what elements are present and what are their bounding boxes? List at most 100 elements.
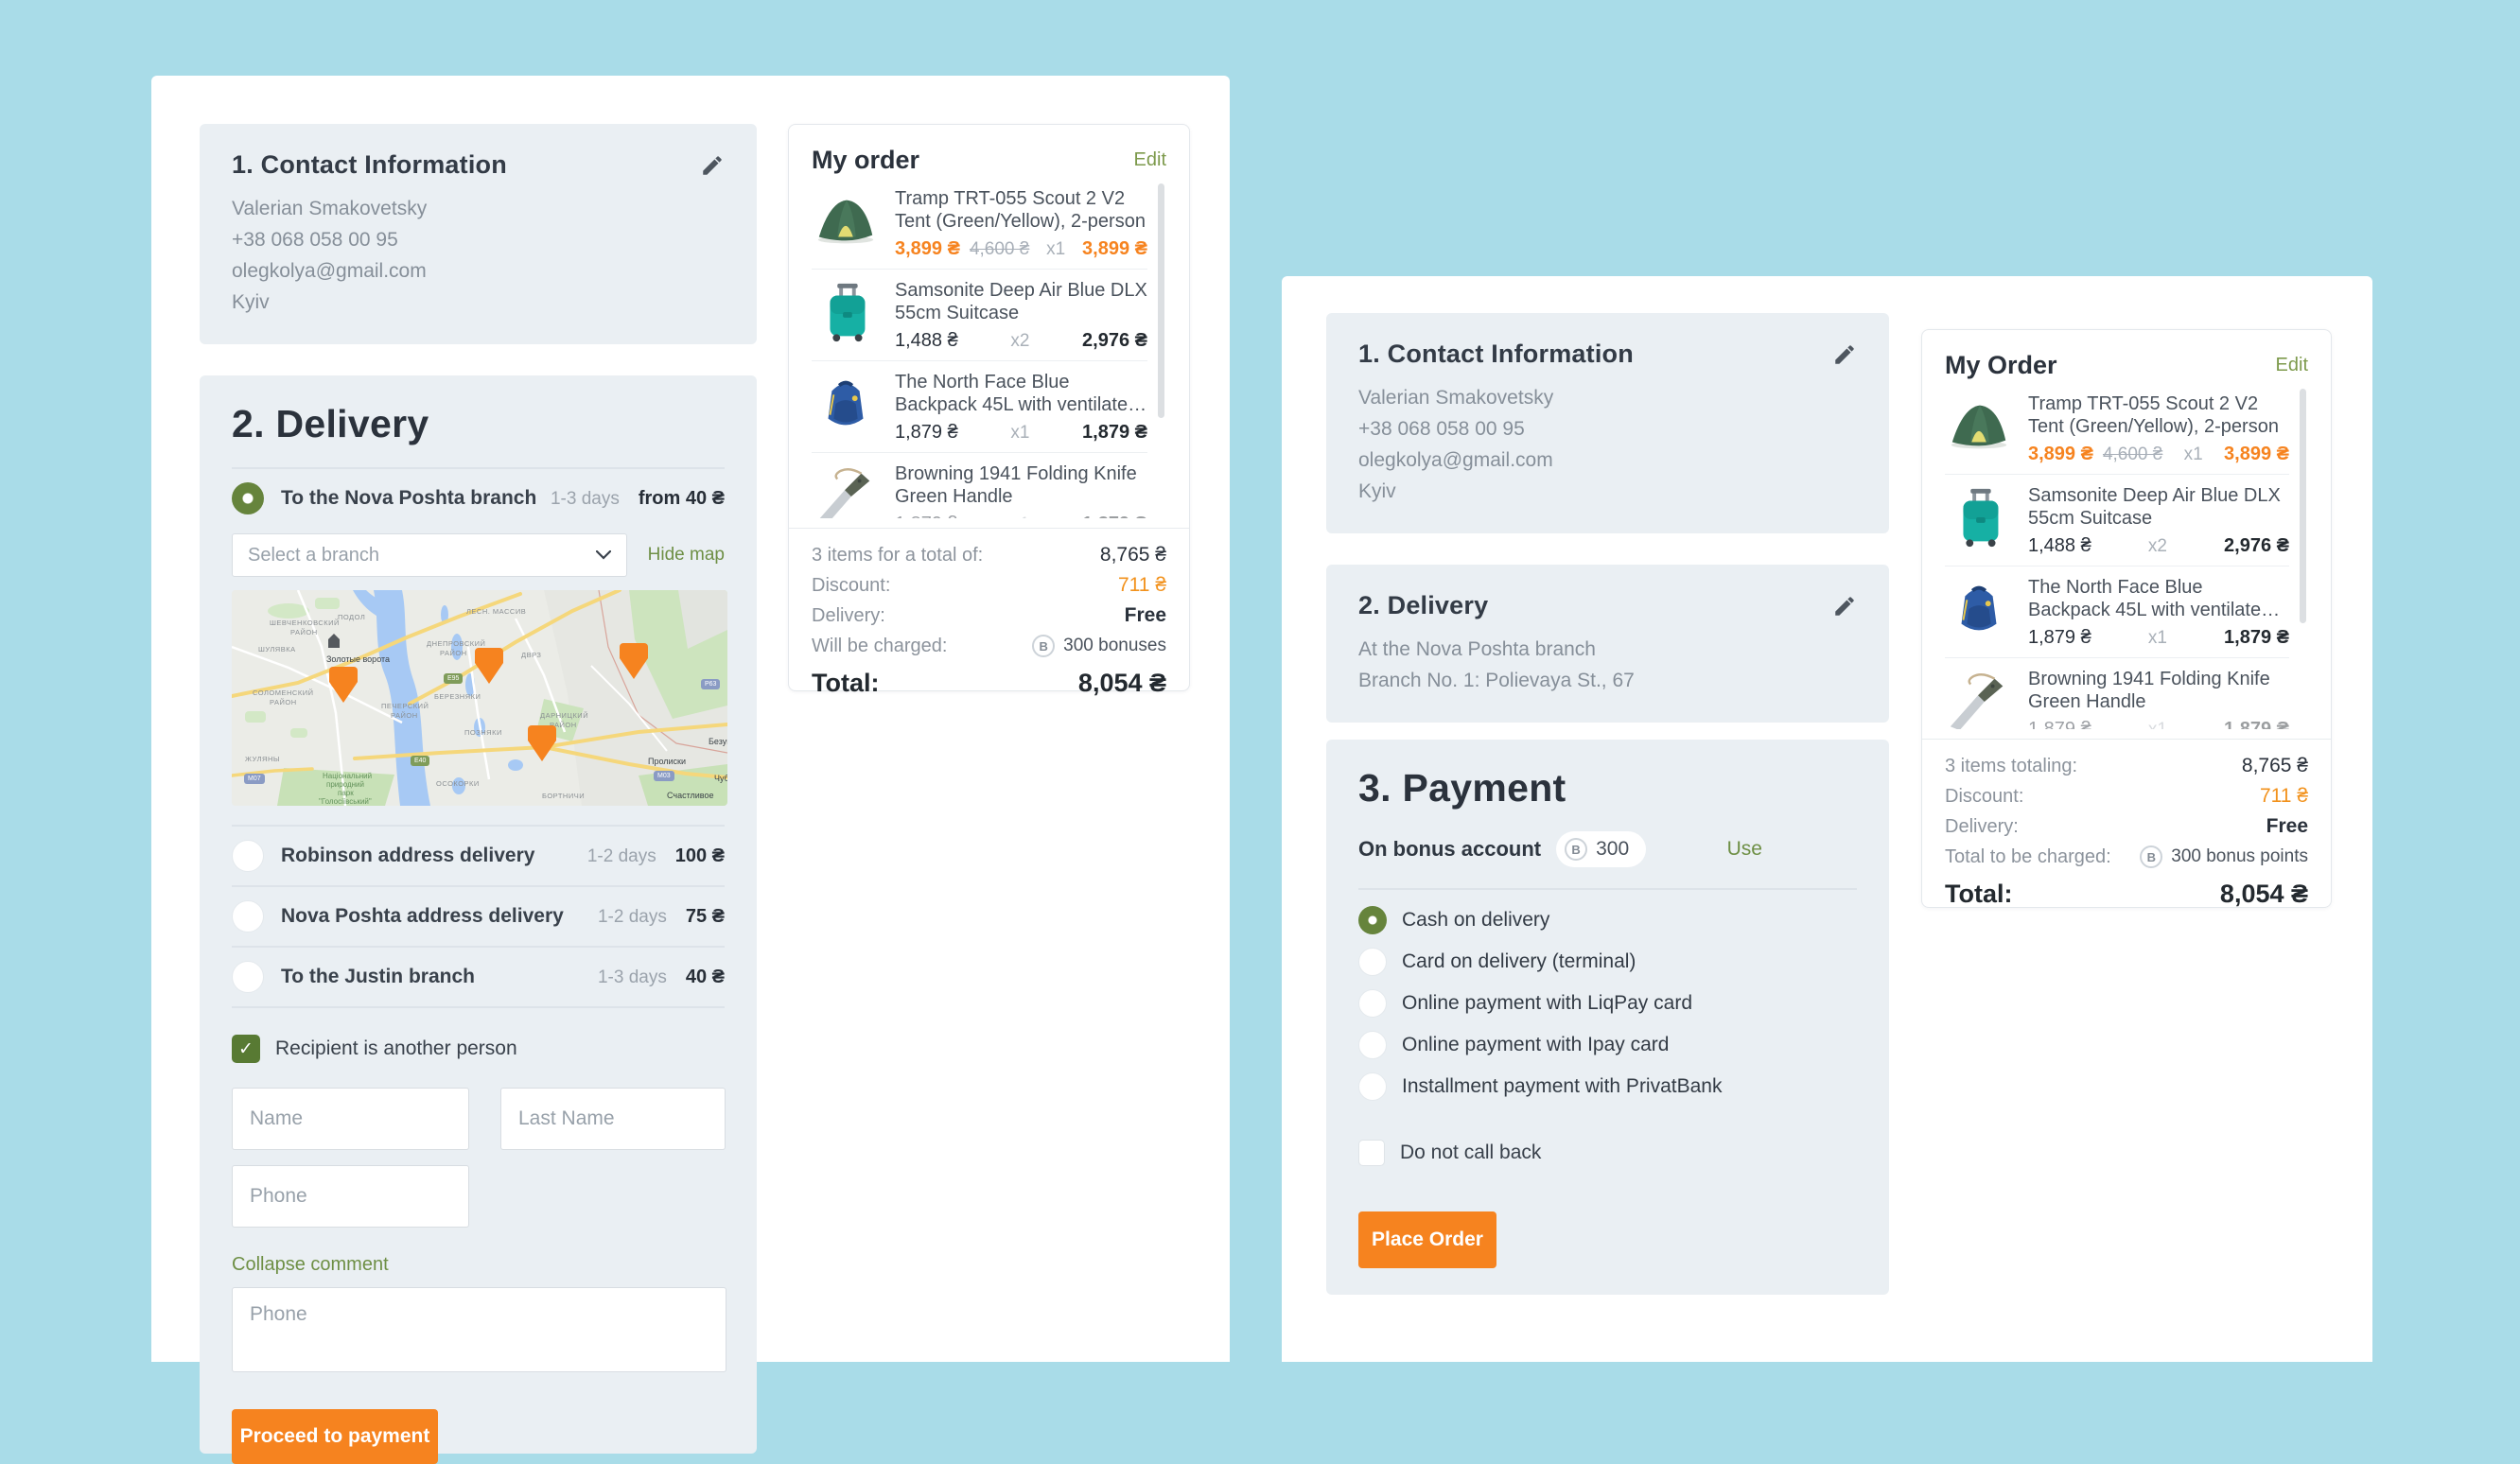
radio-selected-icon[interactable] [1358,906,1387,934]
map-label: ДНЕПРОВСКИЙ [427,639,486,648]
delivery-price: from 40 ₴ [638,487,725,509]
scrollbar[interactable] [1158,183,1164,418]
map-pin-icon[interactable] [620,643,648,679]
map-pin-icon[interactable] [528,725,556,761]
edit-pencil-icon[interactable] [700,153,725,178]
checkout-page: 1. Contact Information Valerian Smakovet… [151,76,2372,1464]
order-item-title[interactable]: Browning 1941 Folding Knife Green Handle [895,463,1137,507]
radio-icon[interactable] [232,961,264,993]
item-price: 1,488 ₴ [895,330,958,351]
map-label: БОРТНИЧИ [542,792,586,800]
map-graphics [232,590,727,806]
proceed-to-payment-button[interactable]: Proceed to payment [232,1409,438,1464]
radio-selected-icon[interactable] [232,482,264,514]
scrollbar[interactable] [2300,389,2306,623]
order-item-title[interactable]: The North Face Blue Backpack 45L with ve… [895,372,1139,415]
no-callback-checkbox-row[interactable]: Do not call back [1358,1140,1857,1166]
item-line-total: 1,879 ₴ [2224,627,2289,648]
hide-map-link[interactable]: Hide map [647,545,725,565]
total-value: 8,054 ₴ [2219,880,2308,908]
comment-textarea[interactable] [232,1287,726,1372]
delivery-days: 1-2 days [597,906,667,927]
checkbox-checked-icon[interactable]: ✓ [232,1035,260,1063]
recipient-last-name-input[interactable] [500,1088,726,1150]
contact-information-section-right: 1. Contact Information Valerian Smakovet… [1326,313,1889,533]
summary-label: Delivery: [812,604,885,626]
bonus-badge-icon: B [1032,635,1056,657]
delivery-option-label: To the Justin branch [281,966,475,987]
checkbox-unchecked-icon[interactable] [1358,1140,1385,1166]
delivery-option-label: Nova Poshta address delivery [281,905,564,927]
order-item-title[interactable]: The North Face Blue Backpack 45L with ve… [2028,577,2272,620]
recipient-phone-input[interactable] [232,1165,469,1228]
product-thumbnail-knife [1945,668,2013,729]
recipient-checkbox-row[interactable]: ✓ Recipient is another person [232,1035,725,1063]
product-thumbnail-knife [812,462,880,518]
payment-option-privatbank-installment[interactable]: Installment payment with PrivatBank [1358,1066,1857,1107]
delivery-value: Free [2266,815,2308,837]
chevron-down-icon [596,550,611,560]
payment-option-liqpay[interactable]: Online payment with LiqPay card [1358,983,1857,1024]
bonus-value: B 300 bonuses [1032,635,1166,657]
delivery-branch-address: Branch No. 1: Polievaya St., 67 [1358,670,1635,691]
edit-order-link[interactable]: Edit [2275,354,2308,375]
order-item-suitcase: Samsonite Deep Air Blue DLX 55cm Suitcas… [1945,475,2289,566]
payment-option-label: Online payment with LiqPay card [1402,992,1692,1014]
contact-details: Valerian Smakovetsky +38 068 058 00 95 o… [1358,382,1857,507]
map-label: ОСОКОРКИ [436,779,480,788]
map-label: Чуби [714,774,727,783]
map-label: РАЙОН [290,628,318,636]
radio-icon[interactable] [232,840,264,872]
checkout-form-column: 1. Contact Information Valerian Smakovet… [200,124,757,1464]
no-callback-label: Do not call back [1400,1142,1542,1163]
divider [232,467,725,469]
order-card-title: My Order [1945,350,2057,379]
delivery-option-robinson[interactable]: Robinson address delivery 1-2 days 100 ₴ [232,827,725,887]
bonus-amount-pill: B 300 [1556,831,1647,867]
edit-pencil-icon[interactable] [1832,342,1857,367]
delivery-option-label: Robinson address delivery [281,845,535,866]
map-pin-icon[interactable] [475,648,503,684]
delivery-option-nova-poshta-branch[interactable]: To the Nova Poshta branch 1-3 days from … [232,469,725,528]
collapse-comment-link[interactable]: Collapse comment [232,1254,389,1275]
payment-option-ipay[interactable]: Online payment with Ipay card [1358,1024,1857,1066]
product-thumbnail-suitcase [1945,484,2013,552]
payment-option-label: Cash on delivery [1402,909,1550,931]
order-item-tent: Tramp TRT-055 Scout 2 V2 Tent (Green/Yel… [812,178,1147,270]
branch-map[interactable]: ПОДОЛ ШЕВЧЕНКОВСКИЙ РАЙОН ШУЛЯВКА Золотые во… [232,590,727,806]
radio-icon[interactable] [1358,1072,1387,1101]
order-totals: 3 items totaling: 8,765 ₴ Discount: 711 … [1922,739,2331,909]
delivery-option-nova-poshta-address[interactable]: Nova Poshta address delivery 1-2 days 75… [232,887,725,948]
map-road-badge: P63 [701,679,721,689]
edit-pencil-icon[interactable] [1832,594,1857,619]
radio-icon[interactable] [232,900,264,932]
order-item-title[interactable]: Samsonite Deep Air Blue DLX 55cm Suitcas… [2028,485,2281,529]
summary-label: Discount: [1945,785,2024,807]
order-item-title[interactable]: Tramp TRT-055 Scout 2 V2 Tent (Green/Yel… [2028,393,2279,437]
map-label: РАЙОН [391,711,418,720]
bonus-badge-icon: B [1565,838,1588,861]
delivery-option-justin[interactable]: To the Justin branch 1-3 days 40 ₴ [232,948,725,1008]
checkout-sheet-left: 1. Contact Information Valerian Smakovet… [151,76,1230,1464]
edit-order-link[interactable]: Edit [1133,148,1166,170]
item-quantity: x1 [1010,423,1030,443]
order-item-title[interactable]: Tramp TRT-055 Scout 2 V2 Tent (Green/Yel… [895,188,1146,232]
payment-option-cash[interactable]: Cash on delivery [1358,899,1857,941]
item-old-price: 4,600 ₴ [969,239,1030,259]
radio-icon[interactable] [1358,989,1387,1018]
payment-option-card-terminal[interactable]: Card on delivery (terminal) [1358,941,1857,983]
radio-icon[interactable] [1358,948,1387,976]
order-item-title[interactable]: Samsonite Deep Air Blue DLX 55cm Suitcas… [895,280,1147,323]
order-item-title[interactable]: Browning 1941 Folding Knife Green Handle [2028,669,2270,712]
summary-label: 3 items totaling: [1945,755,2078,776]
item-quantity: x2 [2147,536,2167,556]
recipient-name-input[interactable] [232,1088,469,1150]
summary-label: Total to be charged: [1945,845,2111,867]
branch-select[interactable]: Select a branch [232,533,627,577]
radio-icon[interactable] [1358,1031,1387,1059]
place-order-button[interactable]: Place Order [1358,1211,1496,1268]
map-pin-icon[interactable] [329,667,358,703]
use-bonus-link[interactable]: Use [1726,838,1762,860]
map-label: Пролиски [648,757,687,766]
map-label: Національний [323,772,373,780]
